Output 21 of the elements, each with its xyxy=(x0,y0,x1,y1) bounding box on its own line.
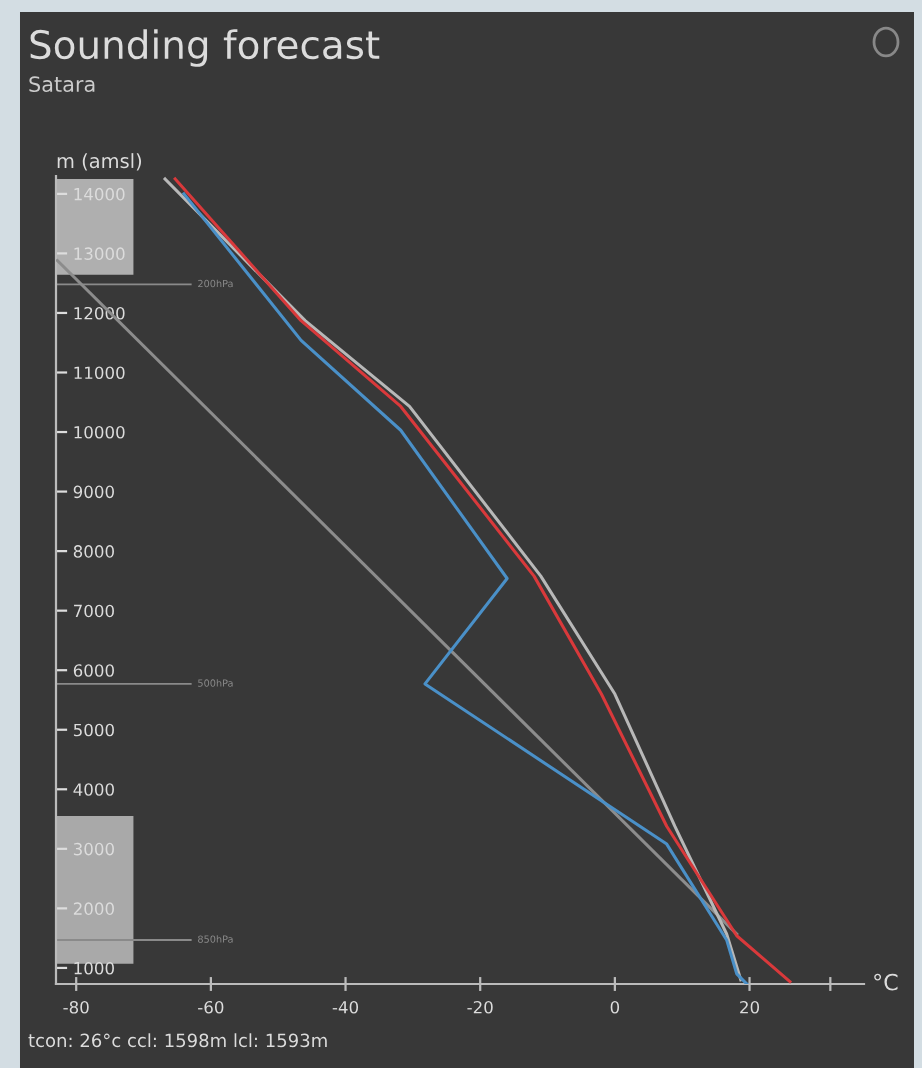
y-tick-label: 10000 xyxy=(74,426,125,439)
chart-title: Sounding forecast xyxy=(30,29,380,67)
y-tick-label: 12000 xyxy=(74,306,125,320)
y-tick-label: 6000 xyxy=(73,664,114,677)
x-tick-label: -40 xyxy=(332,1000,359,1014)
y-tick-label: 1000 xyxy=(74,961,114,975)
text: tcon: 26°c ccl: 1598m lcl: 1593m xyxy=(28,1033,327,1048)
y-tick-label: 5000 xyxy=(73,723,114,737)
chart-subtitle: Satara xyxy=(29,76,95,93)
x-tick-label: -80 xyxy=(63,1000,89,1014)
y-tick-label: 9000 xyxy=(73,485,114,499)
y-tick-label: 7000 xyxy=(74,604,114,618)
x-tick-label: -60 xyxy=(198,1000,224,1014)
x-tick-label: 0 xyxy=(610,1000,620,1014)
x-axis-title: °C xyxy=(874,973,898,991)
x-tick-label: 20 xyxy=(740,1000,760,1014)
y-tick-label: 8000 xyxy=(73,545,114,558)
x-tick-label: -20 xyxy=(467,1000,493,1014)
y-tick-label: 11000 xyxy=(74,366,125,380)
y-axis-title: m (amsl) xyxy=(57,153,142,171)
y-tick-label: 4000 xyxy=(73,783,114,796)
